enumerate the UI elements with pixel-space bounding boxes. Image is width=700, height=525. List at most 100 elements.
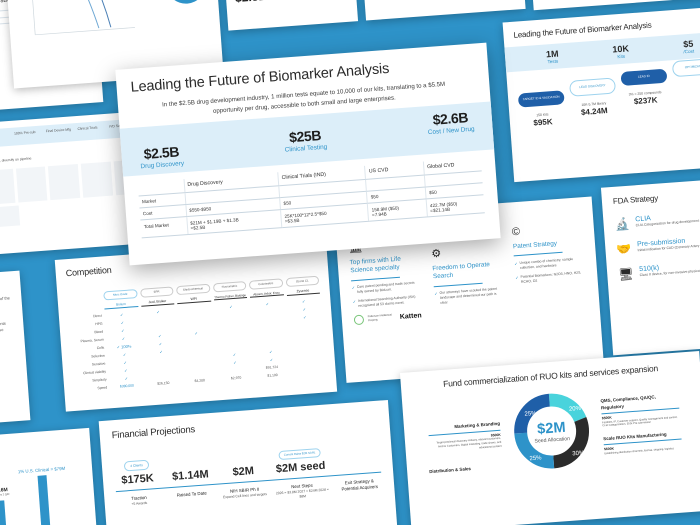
financial-value-3: $2M: [232, 464, 255, 479]
ip-col-2-bullet-1: Our attorneys have scouted the patent la…: [439, 287, 498, 306]
competition-row-label-1: Direct: [92, 313, 103, 319]
competition-col-2: EPR: [139, 286, 174, 299]
hero-kpi-2: $25B Clinical Testing: [283, 127, 328, 154]
slide-problem[interactable]: Urgent need for effective therapies Exis…: [2, 0, 224, 89]
gear-icon: ⚙: [430, 247, 442, 261]
competition-sub-1: Biolum: [104, 301, 138, 310]
pipeline-stage-1: TARGET ID & VALIDATION: [517, 90, 565, 108]
asthma-body-1: ...% of asthmatics have exacerbations ac…: [0, 295, 11, 308]
competition-sub-3: WPI: [176, 295, 211, 305]
ip-col-3-bullet-2: Potential Biomarkers: N2O3, HNO, H2S, RC…: [520, 270, 582, 284]
competition-price-5: $1,190: [267, 372, 278, 378]
competition-row-label-5: Cells: [96, 345, 105, 351]
pipeline-kpi-3-label: /Cost: [683, 48, 695, 55]
handshake-icon: 🤝: [616, 241, 632, 257]
competition-price-2: $26,150: [157, 380, 170, 386]
market-row-3-label: Total Market: [140, 216, 188, 238]
financial-tag-4: Current Raise $2M SAFE: [278, 448, 321, 461]
financial-label-2: Raised To Date: [176, 490, 207, 498]
svg-text:$2M: $2M: [537, 420, 567, 438]
competition-rows: Direct ✓ ✓ ✓ ✓ ✓ HPG ✓ ✓ Blood ✓ ✓ Plasma, Serum ✓…: [69, 298, 326, 393]
problem-bubble: Endothelial Dysfunction Rapidly Declines: [164, 0, 208, 5]
stats-item2-value: $2.5B + 90%: [235, 0, 348, 5]
pipeline-kpi-1-label: Tests: [547, 58, 559, 65]
competition-row-label-8: Clinical viability: [82, 369, 107, 376]
competition-col-5: Colorimetric: [248, 278, 283, 291]
revenue-bar-3-value: 1% U.S. Clinical = $79M: [17, 465, 66, 475]
pipeline-stage-2: LEAD DISCOVERY: [569, 77, 617, 97]
pipeline-stage-4: OPTIMIZATION: [671, 57, 700, 77]
competition-row-label-7: Sensitive: [91, 361, 106, 367]
market-row-3-cell-3: 158.9M ($50) =7.94B: [367, 199, 428, 221]
competition-row-label-2: HPG: [95, 321, 103, 327]
financial-tag-1: 4 Clients: [123, 459, 150, 472]
competition-col-1: Nitric Oxide: [103, 289, 138, 301]
competition-sub-6: Zysense: [286, 287, 320, 297]
ip-col-3-heading: Patent Strategy: [512, 240, 558, 251]
slide-pipeline[interactable]: Leading the Future of Biomarker Analysis…: [502, 5, 700, 183]
svg-text:25%: 25%: [529, 455, 542, 462]
financial-label-5: Exit Strategy & Potential Acquirers: [341, 478, 379, 492]
microscope-icon: 🔬: [614, 216, 631, 232]
pipeline-stage-3: LEAD ID: [620, 68, 668, 86]
ip-col-1-bullet-1: Core patent pending and trade secrets fu…: [356, 281, 415, 295]
device-icon: 🖥: [617, 266, 635, 282]
competition-row-label-10: Speed: [97, 385, 108, 391]
competition-price-4: $2,970: [230, 375, 242, 381]
svg-text:20%: 20%: [569, 406, 582, 413]
svg-text:Seed Allocation: Seed Allocation: [534, 436, 570, 445]
competition-row-label-3: Blood: [94, 329, 104, 335]
competition-col-4: Fluorometric: [212, 281, 247, 293]
slide-fda[interactable]: FDA Strategy 🔬 CLIA CLIA Categorization …: [600, 176, 700, 356]
revenue-bar-2: [0, 500, 9, 525]
partners-header-2: Cell Line Expansion: [0, 132, 12, 144]
hero-kpi-1: $2.5B Drug Discovery: [139, 143, 184, 171]
fda-title: FDA Strategy: [612, 193, 659, 206]
partners-header-4: Final Device Mfg: [45, 127, 72, 134]
partners-header-5: Clinical Trials: [77, 125, 98, 131]
focused-slide[interactable]: Leading the Future of Biomarker Analysis…: [115, 42, 501, 266]
slide-stats[interactable]: People are dying 47% Americans at-risk o…: [219, 0, 359, 31]
pipeline-stage-2-value: $4.24M: [580, 105, 608, 117]
ip-logo-2: Katten: [399, 311, 422, 321]
slide-competition[interactable]: Competition Nitric Oxide Biolum EPR Jeol, …: [54, 240, 338, 412]
ip-logo-1: Patterson Intellectual Property: [367, 313, 393, 323]
ip-col-1-heading: Top firms with Life Science specialty: [349, 255, 402, 275]
allocation-donut-chart: 20% 30% 25% 25% $2M Seed Allocation: [514, 393, 590, 469]
competition-row-label-4: Plasma, Serum: [80, 337, 104, 344]
pipeline-kpi-2-value: 10K: [612, 43, 630, 55]
hero-kpi-1-value: $2.5B: [143, 143, 180, 163]
asthma-body-2: Although the severe market is the smalle…: [0, 320, 6, 340]
competition-row-label-9: Simplicity: [92, 377, 107, 383]
competition-row-label-6: Selective: [91, 353, 106, 359]
slide-revenue[interactable]: $15.9M 15 Months 1 Q/R Clinical Labs IVD…: [0, 427, 99, 525]
copyright-icon: ©: [511, 225, 521, 239]
competition-price-1: $380,000: [119, 383, 135, 389]
slide-endothelial[interactable]: The decline of NO (aka endothelial dysfu…: [357, 0, 526, 21]
revenue-bar-2-note: 30 Months 2 Q/R: [0, 493, 10, 498]
slide-applications[interactable]: Aging / Longevity Effective Dosing Dose …: [524, 0, 700, 11]
ip-col-2-heading: Freedom to Operate Search: [432, 261, 491, 281]
competition-col-6: Ozone CL: [285, 275, 320, 288]
financial-title: Financial Projections: [111, 424, 196, 442]
slide-financial[interactable]: Financial Projections 4 Clients $175K $1…: [98, 399, 398, 525]
financial-value-4: $2M seed: [275, 459, 326, 476]
revenue-bar-3: [37, 475, 52, 525]
slide-asthma[interactable]: ...% of asthmatics have exacerbations ac…: [0, 270, 31, 430]
competition-sub-5: Abcam, Arbor, Enzo: [249, 290, 284, 299]
competition-col-3: Electrochemical: [175, 283, 211, 296]
pipeline-stage-1-value: $95K: [533, 116, 553, 128]
slide-allocation[interactable]: Fund commercialization of RUO kits and s…: [399, 351, 700, 525]
ip-col-3-bullet-1: Unique combo of chemistry, sample collec…: [519, 257, 574, 270]
financial-value-2: $1.14M: [171, 468, 210, 483]
hero-kpi-2-value: $25B: [288, 127, 322, 146]
patterson-logo-icon: [353, 314, 365, 326]
competition-sub-4: Thermo Fisher, Biotinge: [213, 293, 248, 301]
svg-text:30%: 30%: [572, 451, 585, 458]
ip-col-1-bullet-2: International Searching Authority (ISA) …: [357, 294, 416, 309]
competition-sub-2: Jeol, Bruker: [140, 298, 175, 307]
financial-value-1: $175K: [120, 472, 155, 487]
partners-header-3: 100% Pre-sub: [13, 130, 36, 136]
